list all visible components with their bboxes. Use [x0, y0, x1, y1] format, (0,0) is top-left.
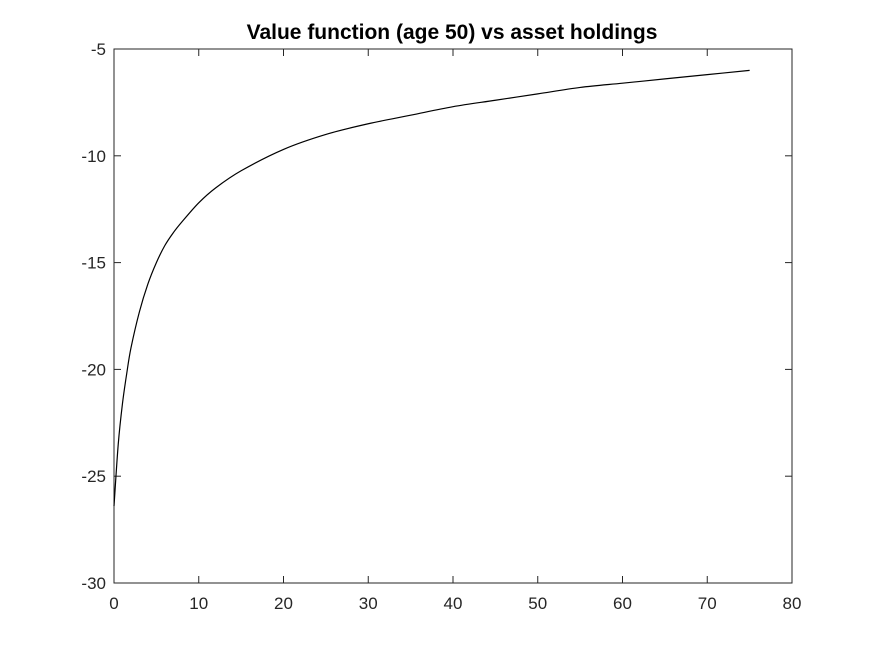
plot-area [113, 48, 793, 584]
x-axis: 0 10 20 30 40 50 60 70 80 [109, 49, 801, 613]
x-tick-label: 0 [109, 594, 118, 613]
y-tick-label: -20 [81, 360, 106, 379]
x-tick-label: 40 [444, 594, 463, 613]
value-function-line [113, 69, 750, 507]
y-tick-label: -15 [81, 254, 106, 273]
x-tick-label: 60 [613, 594, 632, 613]
y-tick-label: -10 [81, 147, 106, 166]
chart-title: Value function (age 50) vs asset holding… [247, 21, 658, 44]
y-axis: -30 -25 -20 -15 -10 -5 [81, 40, 792, 593]
y-tick-label: -30 [81, 574, 106, 593]
x-tick-label: 80 [783, 594, 802, 613]
y-tick-label: -25 [81, 467, 106, 486]
x-tick-label: 10 [189, 594, 208, 613]
x-tick-label: 70 [698, 594, 717, 613]
x-tick-label: 30 [359, 594, 378, 613]
x-tick-label: 20 [274, 594, 293, 613]
y-tick-label: -5 [91, 40, 106, 59]
x-tick-label: 50 [528, 594, 547, 613]
